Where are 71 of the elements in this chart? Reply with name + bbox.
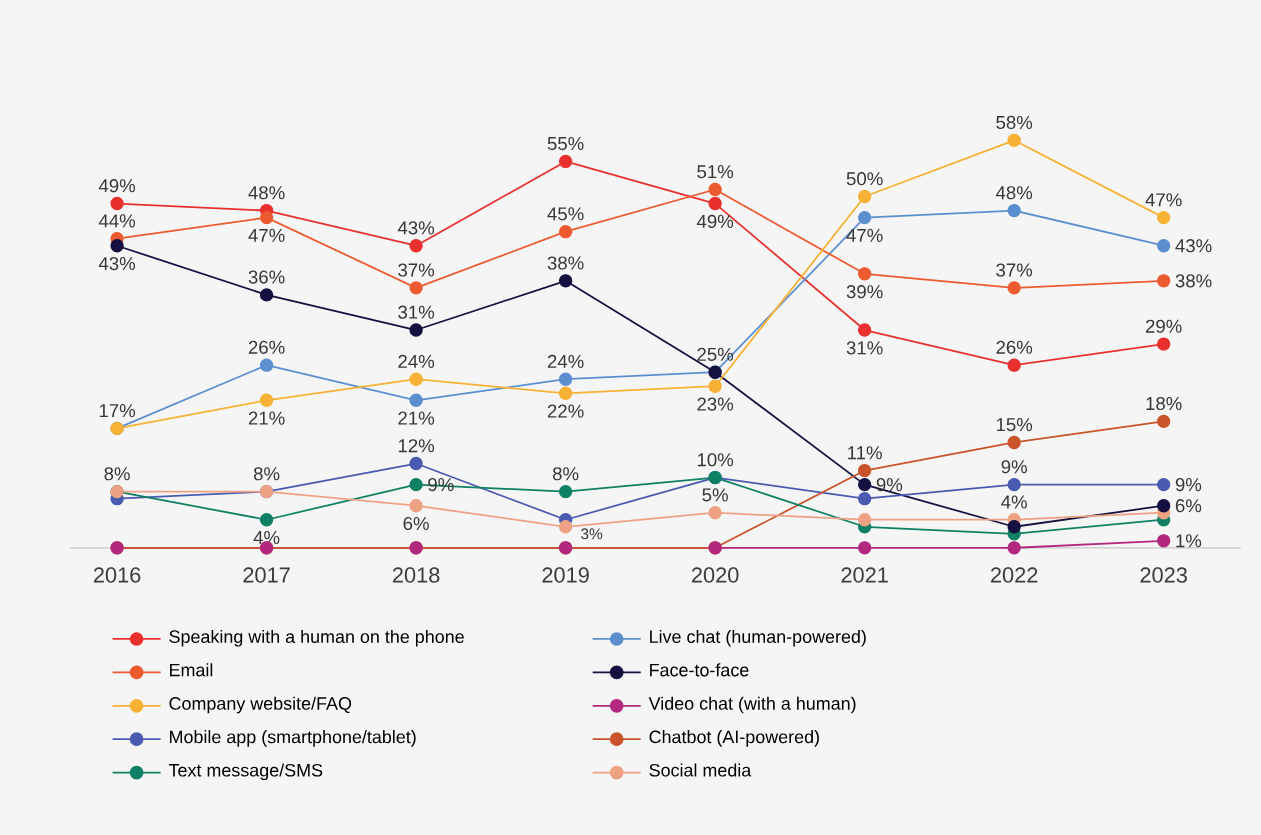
x-tick-label: 2017 [243, 567, 290, 583]
legend-label: Mobile app (smartphone/tablet) [170, 730, 416, 747]
x-tick-label: 2022 [991, 567, 1038, 583]
data-label: 49% [98, 179, 136, 193]
legend-label: Live chat (human-powered) [650, 629, 866, 647]
data-label: 43% [397, 221, 435, 235]
data-label: 44% [98, 214, 136, 228]
data-label: 3% [580, 528, 603, 540]
data-label: 47% [1145, 193, 1182, 207]
data-label: 21% [248, 411, 285, 425]
data-label: 55% [547, 137, 584, 151]
data-label: 24% [547, 354, 584, 368]
data-label: 10% [697, 453, 734, 467]
x-tick-label: 2023 [1140, 567, 1187, 583]
data-label: 38% [547, 256, 584, 270]
legend-label: Speaking with a human on the phone [169, 629, 464, 647]
data-label: 4% [253, 530, 280, 545]
data-label: 50% [846, 172, 883, 186]
data-label: 1% [1176, 534, 1202, 548]
data-label: 48% [995, 186, 1033, 200]
x-tick-label: 2018 [392, 567, 440, 583]
data-label: 51% [697, 165, 734, 179]
x-tick-label: 2019 [542, 567, 589, 583]
data-label: 24% [398, 354, 435, 368]
data-label: 47% [846, 228, 883, 242]
x-tick-label: 2016 [93, 567, 141, 583]
legend-label: Text message/SMS [168, 763, 323, 781]
legend-label: Chatbot (AI-powered) [649, 730, 819, 747]
data-label: 23% [697, 397, 734, 411]
legend-label: Face-to-face [650, 663, 749, 677]
data-label: 9% [1001, 460, 1027, 474]
data-label: 37% [398, 263, 435, 277]
data-label: 58% [996, 115, 1033, 130]
data-label: 25% [697, 347, 734, 361]
data-label: 38% [1175, 274, 1212, 288]
x-tick-label: 2020 [691, 567, 739, 583]
x-tick-label: 2021 [841, 567, 888, 583]
data-label: 8% [253, 467, 280, 481]
data-label: 6% [403, 516, 429, 531]
data-label: 8% [104, 467, 130, 481]
data-label: 31% [846, 341, 883, 355]
data-label: 36% [248, 270, 285, 284]
legend-label: Company website/FAQ [169, 696, 352, 714]
data-label: 37% [996, 263, 1033, 277]
data-label: 5% [702, 488, 728, 502]
data-label: 43% [98, 256, 136, 271]
data-label: 26% [996, 340, 1033, 354]
data-label: 12% [398, 439, 435, 453]
legend-label: Video chat (with a human) [648, 696, 856, 714]
data-label: 31% [398, 305, 435, 319]
data-label: 11% [848, 446, 882, 460]
data-label: 9% [1175, 478, 1202, 492]
data-label: 8% [552, 467, 579, 481]
data-label: 15% [996, 418, 1033, 432]
data-label: 22% [547, 404, 584, 418]
data-label: 26% [248, 340, 285, 354]
data-label: 29% [1145, 319, 1182, 333]
data-label: 49% [696, 214, 734, 228]
data-label: 43% [1175, 239, 1212, 253]
data-label: 39% [846, 285, 883, 299]
data-label: 21% [398, 411, 435, 425]
data-label: 17% [99, 404, 136, 418]
data-label: 48% [248, 186, 285, 200]
data-label: 47% [248, 228, 285, 242]
data-label: 6% [1175, 499, 1202, 513]
legend-label: Email [170, 663, 213, 677]
data-label: 45% [547, 207, 584, 221]
data-label: 4% [1001, 495, 1027, 509]
legend-label: Social media [649, 763, 752, 777]
data-label: 9% [876, 478, 903, 492]
data-label: 18% [1146, 396, 1182, 411]
